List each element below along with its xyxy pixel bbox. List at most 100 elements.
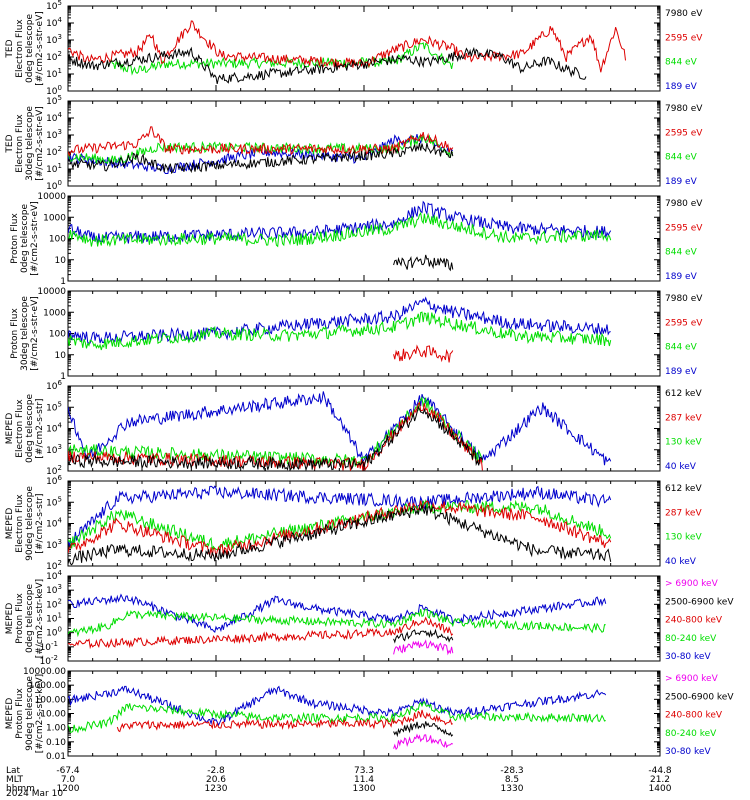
legend-label: 189 eV [665,272,698,282]
series-line [68,311,612,351]
y-tick-label: 100 [46,626,62,639]
series-line [68,142,454,175]
legend-label: 30-80 keV [665,747,711,757]
x-row-label: hhmm [6,784,35,794]
y-axis-label: 90deg telescope [25,486,35,561]
y-tick-label: 102 [46,145,62,158]
y-tick-label: 102 [46,464,62,477]
panel-6: 102 103 104 105 106 MEPED Electron Flux 90deg t… [5,474,702,572]
legend-label: 2595 eV [665,128,703,138]
panel-4: 1 10 100 1000 10000 Proton Flux 30deg telescop… [10,287,703,382]
y-tick-label: 1000 [43,213,66,223]
y-axis-label: MEPED [5,698,15,730]
series-line [68,391,612,466]
legend-label: 7980 eV [665,294,703,304]
legend-label: 2595 eV [665,223,703,233]
series-line [68,396,483,467]
panel-2: 100 101 102 103 104 105 TED Electron Flux 30deg … [5,94,703,192]
y-axis-label: Electron Flux [15,399,25,458]
legend-label: 844 eV [665,153,698,163]
y-tick-label: 102 [46,559,62,572]
y-tick-label: 0.10 [46,738,66,748]
panel-frame [67,5,661,92]
y-tick-label: 10 [55,256,67,266]
series-line [393,639,454,656]
y-axis-label: [#/cm2-s-str-eV] [30,201,40,276]
series-line [68,133,454,174]
x-tick-label: 1400 [649,784,672,794]
x-tick-label: 73.3 [354,766,374,776]
x-tick-label: 20.6 [206,775,226,785]
y-axis-label: Proton Flux [15,688,25,739]
legend-label: 2595 eV [665,33,703,43]
series-line [68,46,587,85]
legend-label: 240-800 keV [665,616,723,626]
x-tick-label: 11.4 [354,775,374,785]
y-tick-label: 106 [46,474,62,487]
y-axis-label: [#/cm2-s-str] [35,398,45,458]
series-line [68,500,612,558]
y-axis-label: [#/cm2-s-str-eV] [35,11,45,86]
legend-label: 240-800 keV [665,711,723,721]
y-tick-label: 104 [46,569,62,582]
y-axis-label: 0deg telescope [25,584,35,654]
y-tick-label: 1000.00 [29,681,66,691]
legend-label: 130 keV [665,533,702,543]
y-axis-label: Electron Flux [15,19,25,78]
y-axis-label: 0deg telescope [20,204,30,274]
series-line [393,344,454,363]
y-axis-label: Proton Flux [15,593,25,644]
legend-label: 844 eV [665,248,698,258]
series-line [68,608,606,638]
legend-label: 130 keV [665,438,702,448]
legend-label: 2500-6900 keV [665,692,734,702]
y-tick-label: 104 [46,517,62,530]
series-line [68,616,454,650]
y-tick-label: 100 [46,179,62,192]
y-tick-label: 105 [46,495,62,508]
y-tick-label: 105 [46,400,62,413]
y-tick-label: 10.00 [40,710,66,720]
y-axis-label: [#/cm2-s-str-keV] [35,674,45,753]
series-line [68,20,626,73]
y-tick-label: 100 [49,330,66,340]
y-axis-label: TED [5,39,15,58]
panel-1: 100 101 102 103 104 105 TED Electron Flux 0deg t… [5,0,703,97]
legend-label: 844 eV [665,343,698,353]
panel-8: 0.01 0.10 1.00 10.00 100.00 1000.00 10000.00 ME… [5,667,734,762]
y-tick-label: 1 [60,372,66,382]
y-tick-label: 102 [46,597,62,610]
y-tick-label: 1000 [43,308,66,318]
y-axis-label: [#/cm2-s-str-keV] [35,579,45,658]
legend-label: 287 keV [665,413,702,423]
legend-label: 612 keV [665,484,702,494]
series-line [68,685,607,727]
y-tick-label: 105 [46,0,62,12]
legend-label: 80-240 keV [665,729,717,739]
x-tick-label: -44.8 [648,766,672,776]
y-tick-label: 10000 [37,192,66,202]
y-tick-label: 101 [46,67,62,80]
y-axis-label: Electron Flux [15,494,25,553]
y-tick-label: 1.00 [46,724,66,734]
y-tick-label: 101 [46,612,62,625]
legend-label: 40 keV [665,462,697,472]
y-tick-label: 100.00 [35,695,67,705]
panel-3: 1 10 100 1000 10000 Proton Flux 0deg telescope… [10,192,703,287]
series-line [68,401,483,471]
y-tick-label: 10 [55,351,67,361]
y-tick-label: 100 [49,235,66,245]
x-tick-label: -28.3 [500,766,523,776]
legend-label: 7980 eV [665,9,703,19]
series-line [68,405,483,471]
x-tick-label: 1300 [353,784,376,794]
y-axis-label: 0deg telescope [25,14,35,84]
legend-label: 80-240 keV [665,634,717,644]
legend-label: 612 keV [665,389,702,399]
series-line [393,628,454,644]
y-tick-label: 103 [46,128,62,141]
y-tick-label: 102 [46,50,62,63]
y-axis-label: Proton Flux [10,308,20,359]
y-tick-label: 103 [46,443,62,456]
